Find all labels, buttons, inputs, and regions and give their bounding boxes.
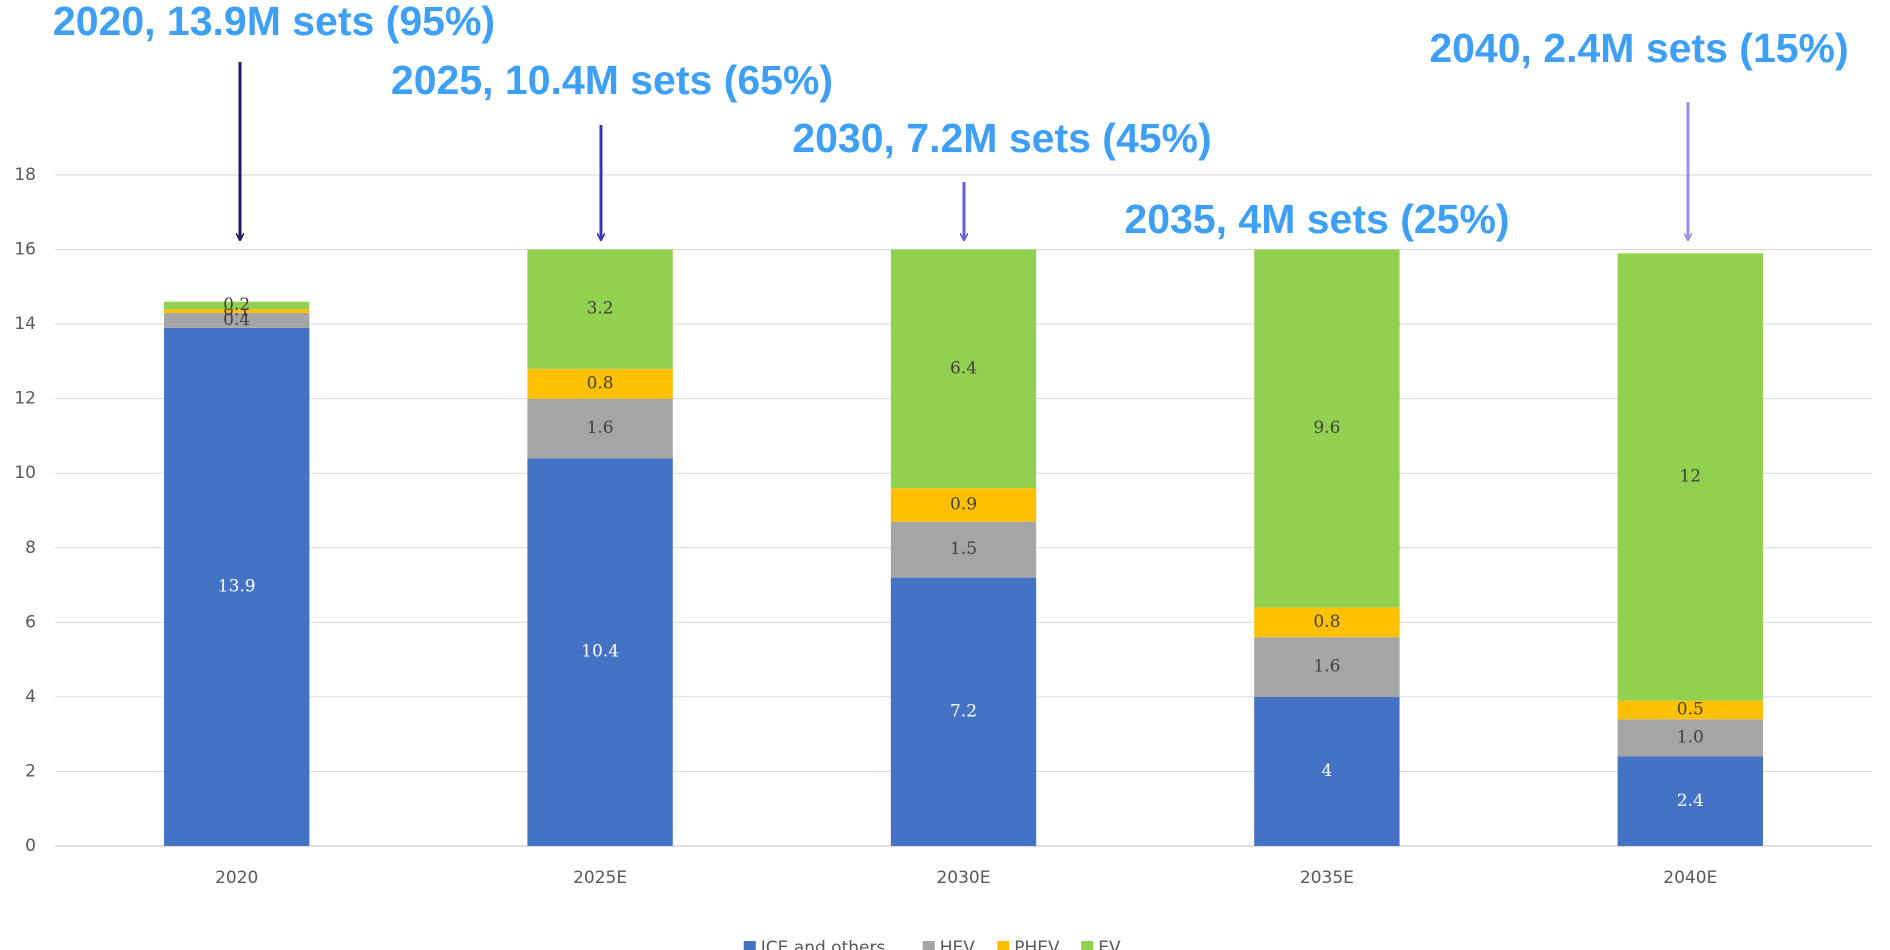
legend-label: PHEV — [1014, 938, 1060, 950]
bar-segment — [1617, 253, 1763, 701]
bar-segment — [890, 488, 1037, 522]
annotation: 2040, 2.4M sets (15%) — [1429, 25, 1848, 71]
y-tick-label: 8 — [25, 538, 36, 558]
bar-segment — [1254, 249, 1400, 608]
annotation: 2020, 13.9M sets (95%) — [53, 0, 495, 44]
data-label: 0.5 — [1677, 699, 1704, 719]
annotation: 2030, 7.2M sets (45%) — [792, 115, 1211, 161]
annotation: 2035, 4M sets (25%) — [1124, 196, 1509, 242]
data-label: 1.6 — [587, 418, 614, 438]
y-tick-label: 6 — [25, 612, 36, 632]
x-tick-label: 2030E — [936, 868, 990, 888]
y-tick-label: 18 — [14, 165, 36, 185]
data-label: 1.6 — [1313, 657, 1340, 677]
data-label: 12 — [1679, 466, 1701, 486]
legend-swatch — [997, 941, 1010, 950]
bar-segment — [890, 521, 1037, 578]
data-label: 2.4 — [1677, 791, 1704, 811]
data-label: 1.5 — [950, 539, 977, 559]
bar-segment — [527, 249, 673, 369]
bar-segment — [1617, 756, 1763, 846]
x-tick-label: 2025E — [573, 868, 627, 888]
y-tick-label: 14 — [14, 314, 36, 334]
data-label: 0.2 — [223, 295, 250, 315]
data-label: 0.8 — [587, 373, 614, 393]
data-label: 3.2 — [587, 299, 614, 319]
legend-swatch — [1081, 941, 1094, 950]
y-tick-label: 0 — [25, 836, 36, 856]
bar-segment — [527, 458, 673, 846]
bar-segment — [164, 309, 310, 313]
bar-segment — [1617, 719, 1763, 757]
bar-segment — [164, 301, 310, 310]
legend-label: EV — [1098, 938, 1121, 950]
bar-segment — [1254, 637, 1400, 697]
y-tick-label: 12 — [14, 389, 36, 409]
y-tick-label: 2 — [25, 761, 36, 781]
bar-segment — [527, 368, 673, 399]
legend-swatch — [922, 941, 935, 950]
data-label: 0.4 — [223, 310, 250, 330]
legend-swatch — [743, 941, 756, 950]
data-label: 10.4 — [581, 642, 619, 662]
data-label: 0.8 — [1313, 612, 1340, 632]
data-label: 9.6 — [1313, 418, 1340, 438]
x-tick-label: 2040E — [1663, 868, 1717, 888]
y-tick-label: 10 — [14, 463, 36, 483]
bar-segment — [890, 577, 1037, 846]
bar-segment — [890, 249, 1037, 489]
bar-segment — [1617, 700, 1763, 720]
data-label: 6.4 — [950, 358, 977, 378]
bar-segment — [164, 312, 310, 328]
data-label: 4 — [1321, 761, 1332, 781]
bar-segment — [164, 327, 310, 847]
x-tick-label: 2035E — [1300, 868, 1354, 888]
bar-segment — [527, 398, 673, 459]
bar-segment — [1254, 696, 1400, 846]
annotation: 2025, 10.4M sets (65%) — [391, 57, 833, 103]
y-tick-label: 4 — [25, 687, 36, 707]
x-tick-label: 2020 — [215, 868, 258, 888]
bar-segment — [1254, 607, 1400, 638]
legend-label: HEV — [940, 938, 976, 950]
y-tick-label: 16 — [14, 240, 36, 260]
data-label: 7.2 — [950, 701, 977, 721]
legend-label: ICE and others — [761, 938, 886, 950]
data-label: 13.9 — [218, 576, 256, 596]
data-label: 1.0 — [1677, 727, 1704, 747]
data-label: 0.9 — [950, 494, 977, 514]
